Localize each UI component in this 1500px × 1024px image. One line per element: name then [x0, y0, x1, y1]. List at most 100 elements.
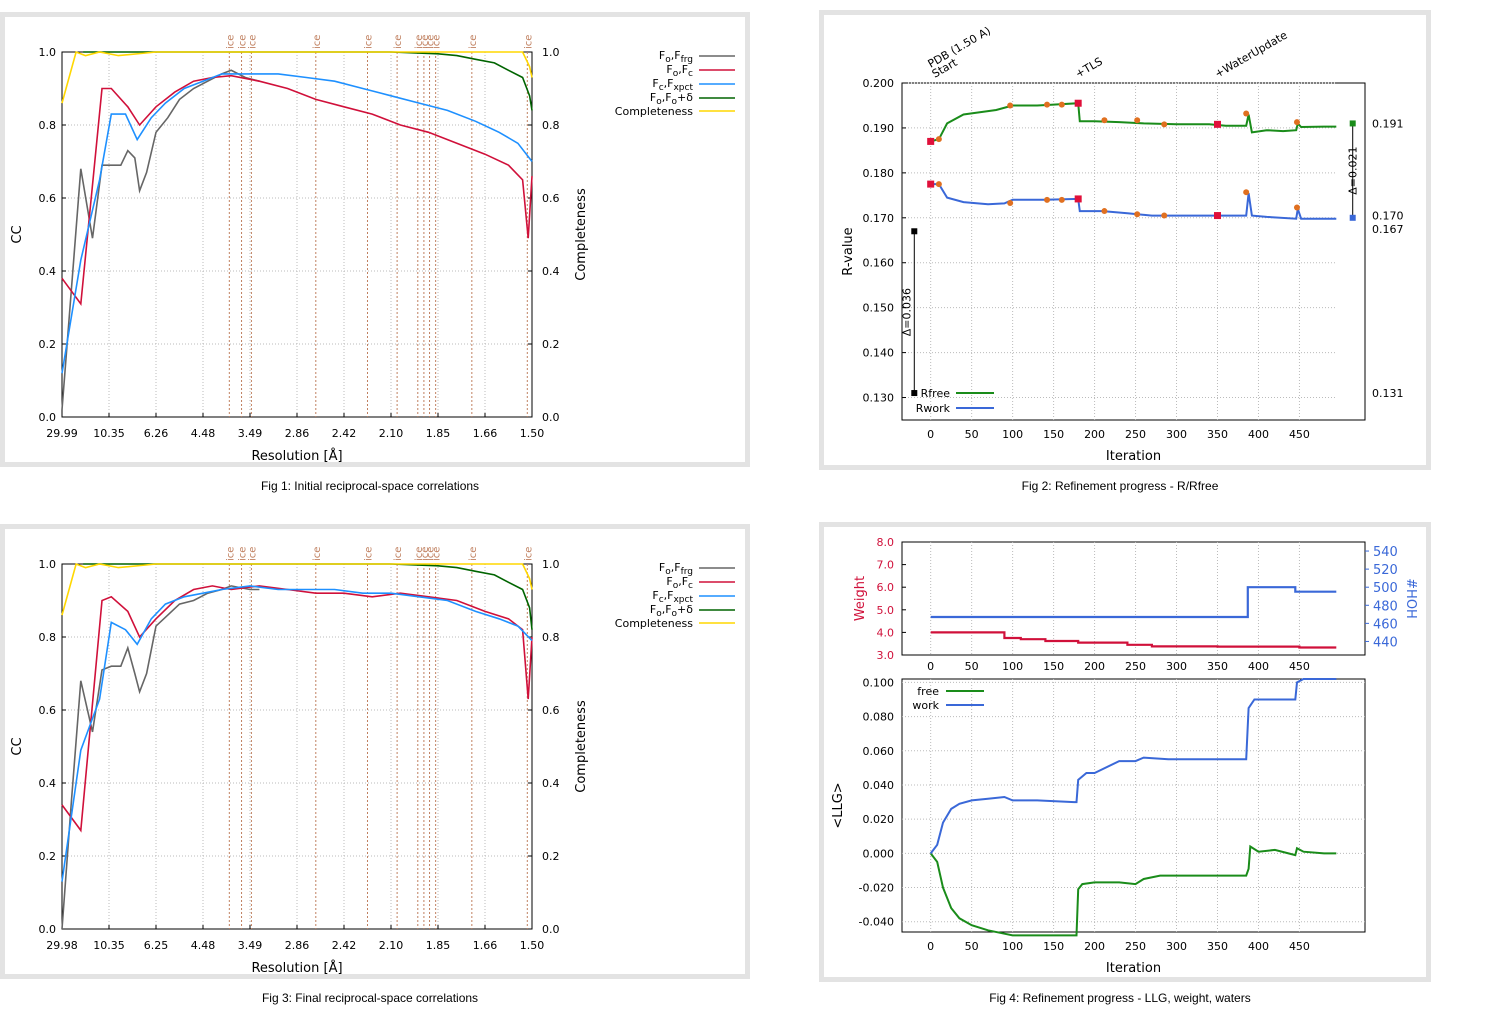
x-tick-label: 350 [1207, 428, 1228, 441]
legend-label-fofc: Fo,Fc [666, 63, 693, 79]
x-tick-label: 350 [1207, 940, 1228, 953]
x-tick-label: 1.50 [520, 427, 545, 440]
top-x-tick-label: 200 [1084, 660, 1105, 673]
delta-left-label: Δ=0.036 [900, 288, 913, 336]
y-tick-label: 0.170 [863, 212, 895, 225]
y-tick-label: 0.180 [863, 167, 895, 180]
caption-1: Fig 1: Initial reciprocal-space correlat… [260, 479, 480, 493]
x-tick-label: 200 [1084, 940, 1105, 953]
final-rfree-marker [1349, 120, 1356, 127]
llg-tick-label: -0.020 [859, 882, 894, 895]
stage-dot [1243, 189, 1250, 196]
x-tick-label: 1.66 [473, 427, 498, 440]
x-tick-label: 10.35 [93, 427, 125, 440]
x-axis-label: Resolution [Å] [251, 960, 342, 974]
weight-tick-label: 6.0 [877, 581, 895, 594]
stage-label: PDB (1.50 A) [926, 24, 993, 70]
y-tick-label: 0.130 [863, 392, 895, 405]
x-tick-label: 150 [1043, 428, 1064, 441]
stage-dot [1134, 211, 1141, 218]
final-rwork-marker [1349, 214, 1356, 221]
ice-label: ice [364, 547, 375, 561]
ice-label: ice [432, 547, 443, 561]
x-axis-label: Iteration [1106, 449, 1161, 464]
x-tick-label: 2.86 [285, 939, 310, 952]
legend-label-frg: Fo,Ffrg [659, 49, 693, 65]
llg-tick-label: 0.000 [863, 847, 895, 860]
llg-tick-label: 0.040 [863, 779, 895, 792]
ice-label: ice [414, 35, 425, 49]
ice-label: ice [468, 547, 479, 561]
ice-label: ice [238, 35, 249, 49]
legend-label-delta: Fo,Fo+δ [650, 91, 693, 107]
ice-label: ice [393, 547, 404, 561]
llg-axis-label: <LLG> [831, 782, 846, 828]
right-value-label: 0.191 [1372, 117, 1404, 130]
y2-axis-label: Completeness [574, 188, 589, 281]
stage-square [1074, 99, 1082, 107]
hoh-tick-label: 440 [1373, 635, 1398, 650]
ice-label: ice [364, 35, 375, 49]
x-axis-label: Iteration [1106, 961, 1161, 976]
top-x-tick-label: 50 [965, 660, 979, 673]
series-completeness [61, 562, 533, 616]
x-axis-label: Resolution [Å] [251, 448, 342, 462]
stage-label: +TLS [1073, 55, 1105, 81]
stage-square [1213, 212, 1221, 220]
x-tick-label: 2.42 [332, 939, 357, 952]
x-tick-label: 1.50 [520, 939, 545, 952]
stage-dot [1101, 117, 1108, 124]
x-tick-label: 50 [965, 428, 979, 441]
top-x-tick-label: 0 [927, 660, 934, 673]
stage-dot [1161, 121, 1168, 128]
pdb-rfree-marker [911, 228, 918, 235]
ice-label: ice [468, 35, 479, 49]
right-value-label: 0.131 [1372, 387, 1404, 400]
stage-dot [1101, 208, 1108, 215]
ice-label: ice [225, 547, 236, 561]
series-rfree [930, 102, 1337, 143]
stage-dot [1058, 101, 1065, 108]
y2-tick-label: 0.4 [542, 777, 560, 790]
stage-dot [1007, 102, 1014, 109]
x-tick-label: 2.10 [379, 427, 404, 440]
y-tick-label: 0.8 [39, 119, 57, 132]
legend-label-completeness: Completeness [615, 105, 693, 118]
x-tick-label: 6.25 [144, 939, 169, 952]
top-x-tick-label: 150 [1043, 660, 1064, 673]
series-fofc [61, 585, 533, 833]
x-tick-label: 2.10 [379, 939, 404, 952]
y2-tick-label: 0.6 [542, 192, 560, 205]
series-rwork [930, 183, 1337, 220]
legend-label-xpct: Fc,Fxpct [652, 589, 693, 605]
x-tick-label: 2.86 [285, 427, 310, 440]
top-plot-frame [901, 541, 1366, 656]
x-tick-label: 10.35 [93, 939, 125, 952]
delta-right-label: Δ=0.021 [1347, 147, 1360, 195]
stage-square [1074, 195, 1082, 203]
ice-label: ice [420, 35, 431, 49]
x-tick-label: 0 [927, 940, 934, 953]
y-axis-label: CC [10, 225, 25, 243]
x-tick-label: 6.26 [144, 427, 169, 440]
ice-label: ice [523, 35, 534, 49]
hoh-tick-label: 520 [1373, 563, 1398, 578]
y2-tick-label: 0.2 [542, 338, 560, 351]
stage-dot [1044, 196, 1051, 203]
x-tick-label: 3.49 [238, 939, 263, 952]
hoh-tick-label: 480 [1373, 599, 1398, 614]
legend-label-rfree: Rfree [921, 387, 951, 400]
stage-dot [935, 136, 942, 143]
ice-label: ice [414, 547, 425, 561]
stage-dot [1044, 101, 1051, 108]
y-tick-label: 0.190 [863, 122, 895, 135]
chart-2: 0.130 0.140 0.150 0.160 0.170 0.180 0.190 0.200… [841, 24, 1404, 464]
stage-square [1213, 120, 1221, 128]
x-tick-label: 4.48 [191, 427, 216, 440]
ice-label: ice [247, 547, 258, 561]
caption-3: Fig 3: Final reciprocal-space correlatio… [261, 991, 479, 1005]
llg-tick-label: 0.080 [863, 711, 895, 724]
series-llg-work [929, 678, 1337, 855]
caption-2: Fig 2: Refinement progress - R/Rfree [1021, 479, 1219, 493]
